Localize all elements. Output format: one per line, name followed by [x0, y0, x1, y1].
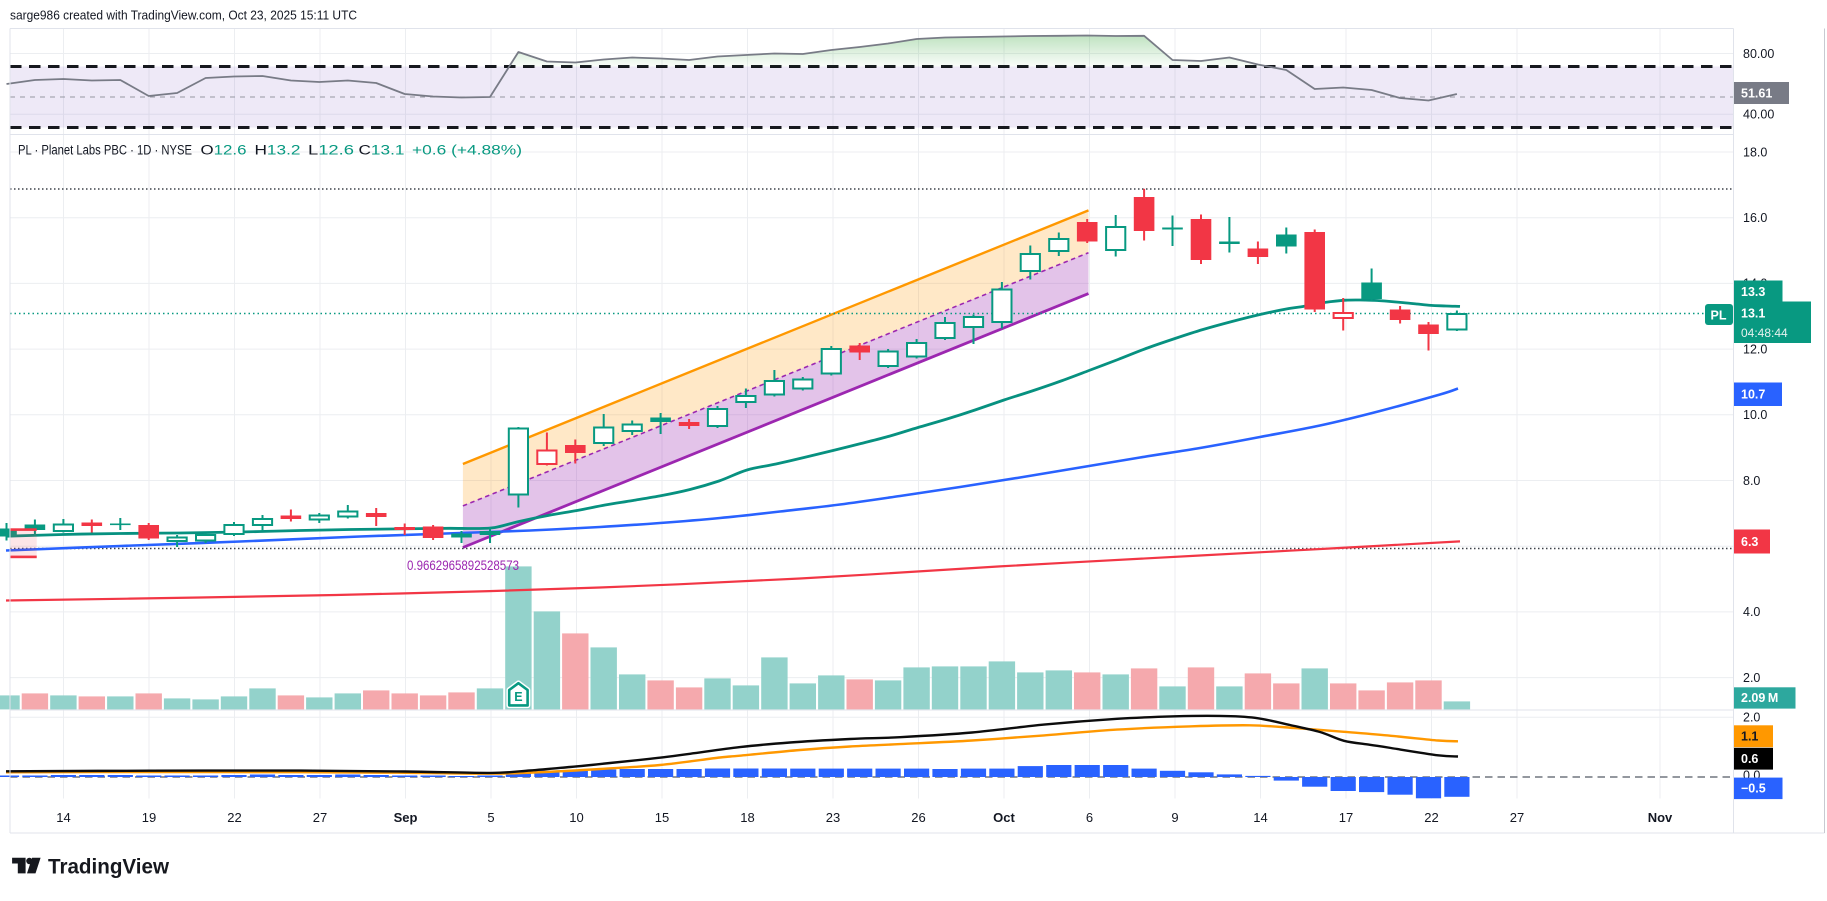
- svg-text:Nov: Nov: [1648, 810, 1673, 825]
- svg-text:16.0: 16.0: [1743, 211, 1767, 225]
- svg-text:6: 6: [1086, 810, 1093, 825]
- svg-text:PL · Planet Labs PBC · 1D · NY: PL · Planet Labs PBC · 1D · NYSE: [18, 143, 192, 158]
- svg-text:14: 14: [1253, 810, 1267, 825]
- svg-text:5: 5: [487, 810, 494, 825]
- svg-text:04:48:44: 04:48:44: [1741, 326, 1788, 340]
- svg-text:PL: PL: [1711, 309, 1727, 323]
- svg-text:H13.2: H 13.2: [255, 143, 301, 158]
- svg-text:15: 15: [655, 810, 669, 825]
- svg-text:2.09 M: 2.09 M: [1741, 691, 1778, 705]
- svg-text:10.0: 10.0: [1743, 408, 1767, 422]
- svg-text:C13.1: C 13.1: [359, 143, 405, 158]
- svg-text:L12.6: L 12.6: [308, 143, 354, 158]
- svg-text:13.1: 13.1: [1741, 307, 1765, 321]
- svg-text:Oct: Oct: [993, 810, 1015, 825]
- svg-text:9: 9: [1171, 810, 1178, 825]
- svg-text:sarge986 created with TradingV: sarge986 created with TradingView.com, O…: [10, 8, 357, 23]
- svg-text:18.0: 18.0: [1743, 145, 1767, 159]
- svg-text:0.9662965892528573: 0.9662965892528573: [407, 558, 519, 573]
- svg-text:2.0: 2.0: [1743, 671, 1760, 685]
- svg-text:18: 18: [740, 810, 754, 825]
- svg-text:O12.6: O 12.6: [201, 143, 247, 158]
- svg-text:13.3: 13.3: [1741, 285, 1765, 299]
- svg-text:10: 10: [569, 810, 583, 825]
- svg-text:0.6: 0.6: [1741, 752, 1758, 766]
- svg-text:E: E: [514, 690, 522, 704]
- svg-text:1.1: 1.1: [1741, 730, 1758, 744]
- svg-text:26: 26: [911, 810, 925, 825]
- svg-text:80.00: 80.00: [1743, 47, 1774, 61]
- svg-text:4.0: 4.0: [1743, 605, 1760, 619]
- svg-text:6.3: 6.3: [1741, 535, 1758, 549]
- svg-text:Sep: Sep: [394, 810, 418, 825]
- svg-text:27: 27: [313, 810, 327, 825]
- svg-text:8.0: 8.0: [1743, 474, 1760, 488]
- svg-text:17: 17: [1339, 810, 1353, 825]
- svg-text:22: 22: [1424, 810, 1438, 825]
- svg-text:22: 22: [227, 810, 241, 825]
- svg-text:23: 23: [826, 810, 840, 825]
- svg-text:40.00: 40.00: [1743, 108, 1774, 122]
- svg-text:+0.6 (+4.88%): +0.6 (+4.88%): [412, 143, 522, 158]
- svg-text:51.61: 51.61: [1741, 86, 1772, 100]
- svg-text:27: 27: [1510, 810, 1524, 825]
- svg-text:12.0: 12.0: [1743, 342, 1767, 356]
- svg-text:19: 19: [142, 810, 156, 825]
- svg-text:2.0: 2.0: [1743, 711, 1760, 725]
- svg-text:10.7: 10.7: [1741, 388, 1765, 402]
- svg-text:TradingView: TradingView: [48, 854, 169, 878]
- svg-text:14: 14: [56, 810, 70, 825]
- svg-text:−0.5: −0.5: [1741, 782, 1766, 796]
